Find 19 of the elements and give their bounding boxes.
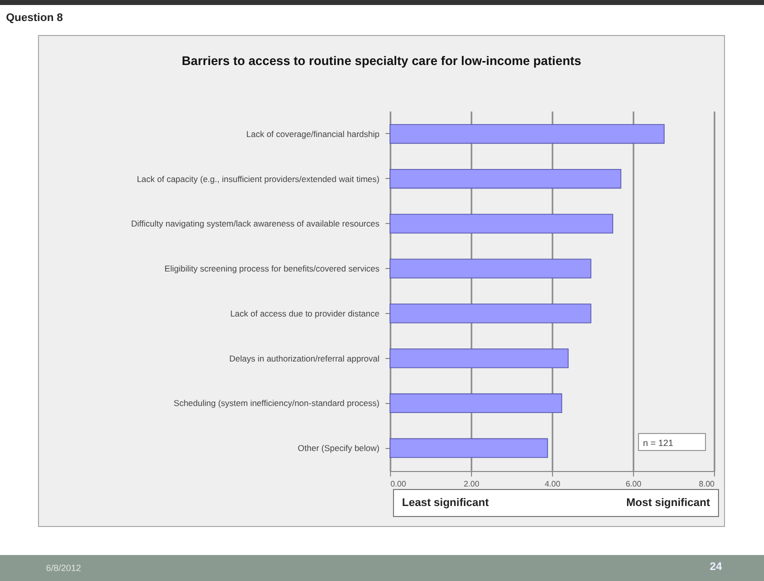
scale-caption-box: Least significant Most significant [393, 489, 719, 517]
y-tick-label: Eligibility screening process for benefits/covered services [164, 264, 380, 274]
y-tick-label: Other (Specify below) [298, 443, 380, 454]
y-tick-label: Scheduling (system inefficiency/non-standard process) [174, 398, 380, 408]
x-tick-label: 6.00 [626, 480, 642, 488]
y-tick-label: Lack of access due to provider distance [230, 308, 380, 318]
y-tick-label: Difficulty navigating system/lack awareness of available resources [131, 218, 380, 229]
x-tick-label: 2.00 [464, 480, 480, 488]
x-tick-label: 8.00 [698, 480, 716, 488]
y-tick-label: Delays in authorization/referral approval [229, 353, 380, 364]
note-box: n = 121 [638, 433, 706, 451]
text: 6/8/2012 [46, 563, 82, 573]
text: Question 8 [6, 12, 63, 24]
x-tick-label: 0.00 [390, 480, 407, 488]
text: 24 [710, 561, 722, 573]
chart-title: Barriers to access to routine specialty care for low-income patients [180, 54, 582, 68]
y-tick-label: Lack of capacity (e.g., insufficient providers/extended wait times) [136, 174, 380, 184]
y-tick-label: Lack of coverage/financial hardship [246, 128, 380, 139]
x-tick-label: 4.00 [544, 480, 561, 488]
